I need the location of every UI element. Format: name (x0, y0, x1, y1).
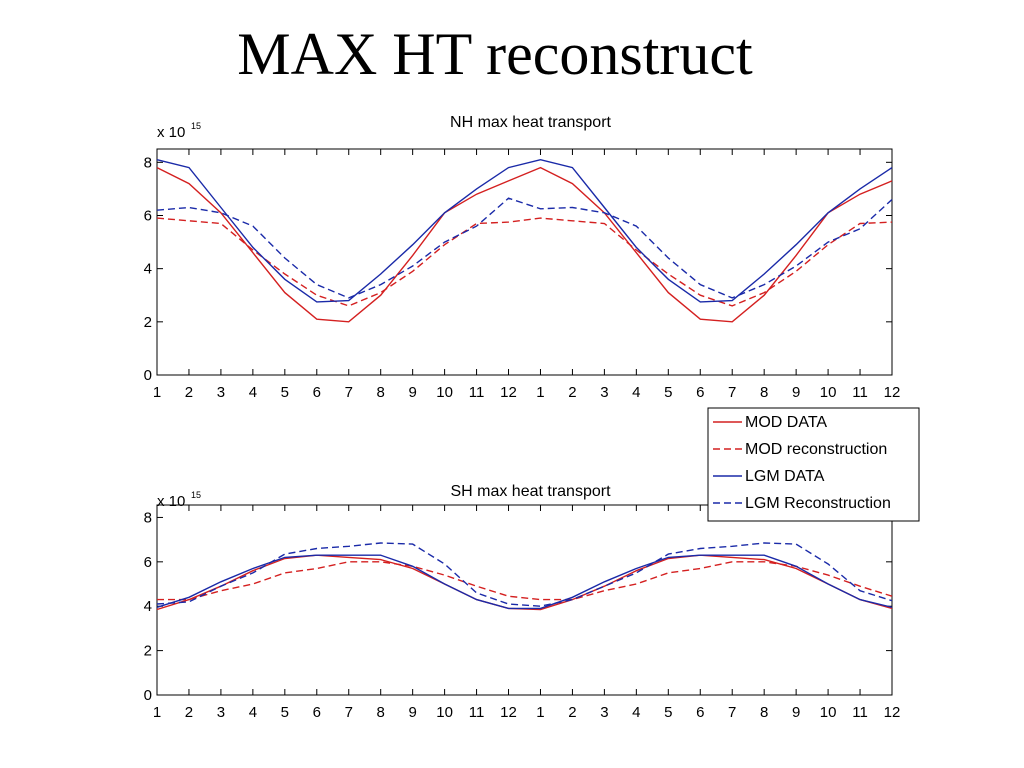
exponent-superscript: 15 (191, 121, 201, 131)
y-tick-label: 0 (144, 687, 152, 704)
x-tick-label: 9 (408, 384, 416, 401)
x-tick-label: 5 (281, 384, 289, 401)
series-lgm-reconstruction (156, 542, 893, 607)
x-tick-label: 9 (792, 704, 800, 721)
series-mod-reconstruction (157, 561, 893, 601)
x-tick-label: 5 (664, 704, 672, 721)
series-lgm-data (156, 554, 893, 610)
y-tick-label: 4 (144, 598, 152, 615)
slide-title: MAX HT reconstruct (237, 21, 753, 87)
x-tick-label: 8 (760, 704, 768, 721)
chart-title: SH max heat transport (450, 483, 611, 500)
y-tick-label: 8 (144, 509, 152, 526)
y-tick-label: 6 (144, 207, 152, 224)
x-tick-label: 8 (377, 384, 385, 401)
x-tick-label: 2 (568, 384, 576, 401)
x-tick-label: 7 (345, 384, 353, 401)
x-tick-label: 12 (884, 384, 901, 401)
x-tick-label: 3 (600, 384, 608, 401)
x-tick-label: 4 (249, 384, 257, 401)
x-tick-label: 10 (436, 704, 453, 721)
x-tick-label: 11 (852, 384, 868, 401)
series-mod-data (156, 166, 893, 323)
x-tick-label: 6 (696, 704, 704, 721)
x-tick-label: 4 (632, 384, 640, 401)
legend-box (707, 407, 920, 522)
x-tick-label: 12 (884, 704, 901, 721)
x-tick-label: 6 (313, 704, 321, 721)
x-tick-label: 6 (313, 384, 321, 401)
y-tick-label: 2 (144, 314, 152, 331)
x-tick-label: 7 (728, 384, 736, 401)
x-tick-label: 10 (820, 384, 837, 401)
x-tick-label: 4 (632, 704, 640, 721)
x-tick-label: 10 (820, 704, 837, 721)
x-tick-label: 1 (153, 384, 161, 401)
legend-label: LGM Reconstruction (745, 495, 891, 512)
legend-label: MOD reconstruction (745, 441, 887, 458)
x-tick-label: 7 (345, 704, 353, 721)
plot-frame (156, 504, 893, 696)
x-tick-label: 8 (760, 384, 768, 401)
x-tick-label: 11 (852, 704, 868, 721)
legend-label: LGM DATA (745, 468, 825, 485)
x-tick-label: 8 (377, 704, 385, 721)
exponent-superscript: 15 (191, 490, 201, 500)
x-tick-label: 1 (536, 384, 544, 401)
series-mod-reconstruction (156, 217, 893, 307)
x-tick-label: 2 (568, 704, 576, 721)
x-tick-label: 6 (696, 384, 704, 401)
x-tick-label: 3 (217, 704, 225, 721)
x-tick-label: 2 (185, 384, 193, 401)
x-tick-label: 9 (792, 384, 800, 401)
x-tick-label: 1 (153, 704, 161, 721)
legend: MOD DATA MOD reconstruction LGM DATA LGM Re… (707, 407, 920, 522)
x-tick-label: 3 (217, 384, 225, 401)
x-tick-label: 5 (664, 384, 672, 401)
series-lgm-reconstruction (156, 197, 893, 299)
x-tick-label: 1 (536, 704, 544, 721)
x-tick-label: 5 (281, 704, 289, 721)
legend-label: MOD DATA (745, 414, 827, 431)
chart-title: NH max heat transport (450, 114, 612, 131)
y-tick-label: 2 (144, 643, 152, 660)
series-lgm-data (156, 158, 893, 303)
exponent-label: x 10 (157, 493, 185, 510)
x-tick-label: 4 (249, 704, 257, 721)
exponent-label: x 10 (157, 124, 185, 141)
x-tick-label: 11 (469, 704, 485, 721)
x-tick-label: 7 (728, 704, 736, 721)
x-tick-label: 11 (469, 384, 485, 401)
x-tick-label: 2 (185, 704, 193, 721)
y-tick-label: 8 (144, 154, 152, 171)
x-tick-label: 9 (408, 704, 416, 721)
x-tick-label: 12 (500, 704, 517, 721)
x-tick-label: 3 (600, 704, 608, 721)
y-tick-label: 0 (144, 367, 152, 384)
y-tick-label: 6 (144, 554, 152, 571)
x-tick-label: 10 (436, 384, 453, 401)
y-tick-label: 4 (144, 261, 152, 278)
x-tick-label: 12 (500, 384, 517, 401)
plot-frame (156, 148, 893, 376)
